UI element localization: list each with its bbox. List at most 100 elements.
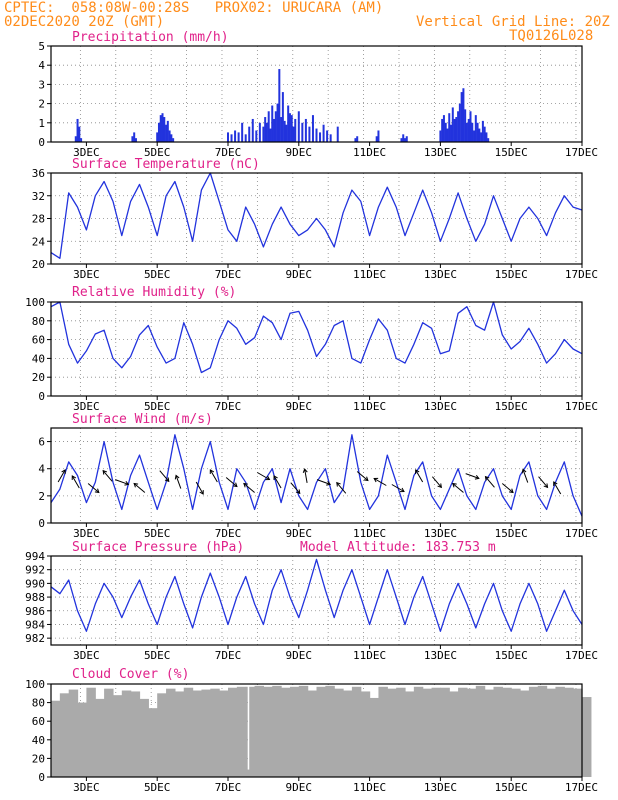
precip-bar xyxy=(487,138,490,142)
cloud-bar xyxy=(183,687,194,777)
cloud-bar xyxy=(210,688,220,777)
y-tick-label: 0 xyxy=(38,390,45,403)
x-tick-label: 3DEC xyxy=(73,649,100,662)
precip-bar xyxy=(131,136,134,142)
precip-bar xyxy=(455,117,458,142)
precip-bar xyxy=(329,134,332,142)
x-tick-label: 15DEC xyxy=(495,649,528,662)
cloud-bar xyxy=(378,686,388,777)
wind-arrow xyxy=(257,472,270,480)
wind-arrow xyxy=(290,482,301,494)
x-tick-label: 13DEC xyxy=(424,146,457,159)
precip-bar xyxy=(287,105,290,142)
cloud-bar xyxy=(174,691,185,777)
panel-frame xyxy=(50,301,583,397)
precip-bar xyxy=(230,134,233,142)
precip-bar xyxy=(474,115,477,142)
precip-bar xyxy=(322,124,325,142)
wind-arrow xyxy=(102,470,113,482)
precip-bar xyxy=(473,130,476,142)
precip-bar xyxy=(301,122,304,142)
wind-arrow-head xyxy=(484,475,490,481)
x-tick-label: 13DEC xyxy=(424,527,457,540)
precip-bar xyxy=(462,88,465,142)
precip-bar xyxy=(326,130,329,142)
series-line xyxy=(50,172,583,259)
panel-4: 0 2 4 6 3DEC 5DEC 7DEC 9DEC 11DEC 13DEC 15DEC 17DEC… xyxy=(38,412,598,540)
x-tick-label: 13DEC xyxy=(424,781,457,794)
cloud-bar xyxy=(573,688,583,777)
y-tick-label: 40 xyxy=(32,734,45,747)
panel-title: Surface Pressure (hPa) xyxy=(72,540,244,555)
cloud-bar xyxy=(298,685,309,777)
wind-arrow-head xyxy=(232,482,238,488)
x-tick-label: 7DEC xyxy=(215,146,242,159)
y-tick-label: 80 xyxy=(32,697,45,710)
cloud-bar xyxy=(68,689,79,777)
cloud-bar xyxy=(369,697,380,777)
wind-arrow-head xyxy=(174,474,180,480)
y-tick-label: 986 xyxy=(25,605,45,618)
panel-title: Precipitation (mm/h) xyxy=(72,30,229,45)
x-tick-label: 7DEC xyxy=(215,649,242,662)
precip-bar xyxy=(354,138,357,142)
precip-bar xyxy=(265,122,268,142)
precip-bar xyxy=(336,126,339,142)
x-tick-label: 17DEC xyxy=(565,781,598,794)
panel-title: Surface Wind (m/s) xyxy=(72,412,213,427)
precip-bar xyxy=(400,138,403,142)
precip-bar xyxy=(165,124,168,142)
cloud-bar xyxy=(166,688,176,777)
precip-bar xyxy=(269,128,272,142)
panel-title: Relative Humidity (%) xyxy=(72,285,236,300)
y-tick-label: 20 xyxy=(32,258,45,271)
y-tick-label: 988 xyxy=(25,591,45,604)
cloud-bar xyxy=(139,698,149,777)
panel-title: Surface Temperature (nC) xyxy=(72,157,260,172)
precip-bar xyxy=(453,118,456,142)
precip-bar xyxy=(464,109,467,142)
precip-bar xyxy=(319,132,322,142)
y-tick-label: 992 xyxy=(25,564,45,577)
x-tick-label: 5DEC xyxy=(144,400,171,413)
wind-arrow-head xyxy=(71,475,77,480)
series-line xyxy=(50,434,583,517)
cloud-bar xyxy=(555,686,565,777)
cloud-bar xyxy=(121,690,132,777)
precip-bar xyxy=(168,130,171,142)
precip-bar xyxy=(297,111,300,142)
x-tick-label: 9DEC xyxy=(286,527,313,540)
precip-bar xyxy=(262,126,265,142)
precip-bar xyxy=(273,118,276,142)
wind-arrow-head xyxy=(415,469,420,474)
precip-bar xyxy=(444,122,447,142)
wind-arrow xyxy=(316,479,331,485)
cloud-bar xyxy=(104,688,114,777)
precip-bar xyxy=(446,128,449,142)
precip-bar xyxy=(267,111,270,142)
cloud-bar xyxy=(449,691,459,777)
precip-bar xyxy=(234,130,237,142)
precip-bar xyxy=(439,130,442,142)
x-tick-label: 15DEC xyxy=(495,400,528,413)
cloud-bar xyxy=(431,687,441,777)
precip-bar xyxy=(294,118,297,142)
cloud-bar xyxy=(334,688,344,777)
x-tick-label: 3DEC xyxy=(73,268,100,281)
run-date: 02DEC2020 20Z (GMT) xyxy=(4,14,165,30)
wind-arrow xyxy=(501,483,514,493)
y-tick-label: 6 xyxy=(38,436,45,449)
wind-arrow xyxy=(336,482,347,494)
x-tick-label: 3DEC xyxy=(73,400,100,413)
wind-arrow xyxy=(465,473,480,479)
wind-arrow-head xyxy=(102,469,108,475)
y-tick-label: 24 xyxy=(32,235,46,248)
x-tick-label: 13DEC xyxy=(424,649,457,662)
wind-arrow xyxy=(538,476,548,488)
precip-bar xyxy=(166,120,169,142)
precip-bar xyxy=(451,107,454,142)
precip-bar xyxy=(134,138,137,142)
x-tick-label: 9DEC xyxy=(286,400,313,413)
precip-bar xyxy=(304,118,307,142)
x-tick-label: 11DEC xyxy=(353,400,386,413)
